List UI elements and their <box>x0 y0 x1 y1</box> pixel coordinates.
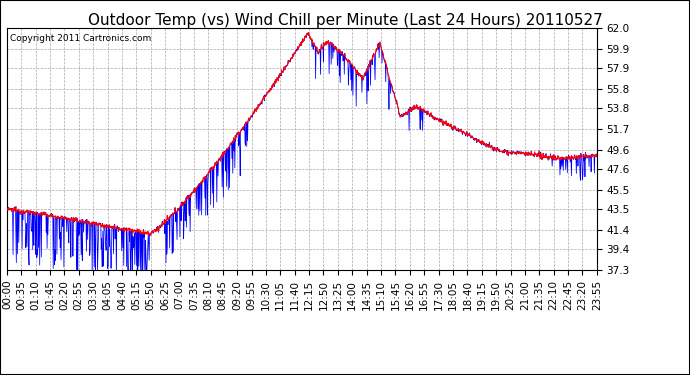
Text: Copyright 2011 Cartronics.com: Copyright 2011 Cartronics.com <box>10 34 151 43</box>
Text: Outdoor Temp (vs) Wind Chill per Minute (Last 24 Hours) 20110527: Outdoor Temp (vs) Wind Chill per Minute … <box>88 13 602 28</box>
